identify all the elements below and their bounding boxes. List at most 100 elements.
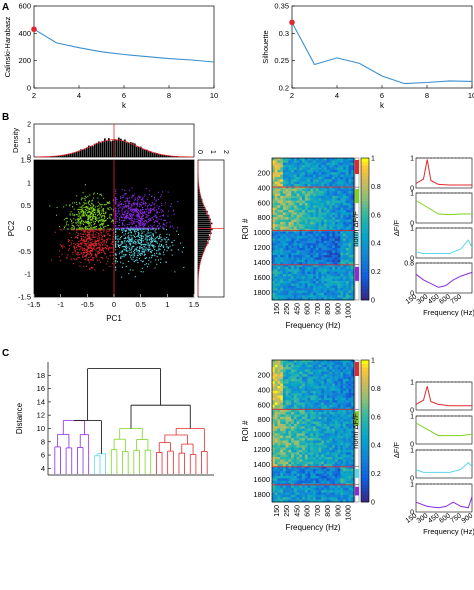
heatmap-cell	[313, 250, 317, 253]
heatmap-cell	[348, 191, 352, 194]
scatter-point	[89, 250, 91, 252]
heatmap-cell	[280, 378, 284, 382]
heatmap-cell	[313, 383, 317, 387]
heatmap-cell	[293, 362, 297, 366]
scatter-point	[126, 212, 128, 214]
scatter-point	[129, 226, 131, 228]
scatter-point	[80, 228, 82, 230]
scatter-point	[128, 235, 130, 237]
scatter-point	[135, 228, 137, 230]
heatmap-cell	[302, 378, 306, 382]
heatmap-cell	[334, 233, 338, 237]
heatmap-cell	[329, 176, 333, 180]
scatter-point	[115, 257, 117, 259]
heatmap-cell	[334, 276, 338, 279]
heatmap-cell	[299, 172, 303, 175]
scatter-point	[92, 216, 94, 218]
scatter-point	[112, 250, 114, 252]
heatmap-cell	[351, 252, 355, 256]
scatter-point	[108, 246, 110, 248]
heatmap-cell	[315, 210, 319, 213]
heatmap-cell	[285, 186, 289, 190]
heatmap-cell	[343, 195, 347, 199]
heatmap-cell	[345, 362, 349, 366]
heatmap-cell	[291, 226, 295, 230]
heatmap-cell	[329, 362, 333, 366]
scatter-point	[94, 226, 96, 228]
scatter-point	[137, 230, 139, 232]
scatter-point	[121, 255, 123, 257]
profile-line	[415, 239, 473, 254]
heatmap-cell	[304, 362, 308, 366]
scatter-point	[133, 234, 135, 236]
heatmap-cell	[345, 233, 349, 237]
scatter-point	[132, 195, 134, 197]
scatter-point	[158, 223, 160, 225]
heatmap-cell	[323, 259, 327, 263]
heatmap-cell	[307, 188, 311, 192]
heatmap-cell	[274, 174, 278, 178]
heatmap-cell	[274, 252, 278, 256]
heatmap-cell	[345, 162, 349, 166]
scatter-point	[111, 229, 113, 231]
scatter-point	[161, 205, 163, 207]
heatmap-cell	[277, 158, 281, 161]
scatter-point	[140, 271, 142, 273]
top-histogram-bar	[90, 146, 92, 157]
heatmap-cell	[351, 376, 355, 380]
scatter-point	[100, 256, 102, 258]
heatmap-cell	[343, 245, 347, 249]
heatmap-cell	[293, 176, 297, 180]
heatmap-cell	[285, 262, 289, 265]
heatmap-cell	[323, 212, 327, 216]
scatter-point	[103, 242, 105, 244]
scatter-point	[82, 236, 84, 238]
heatmap-cell	[334, 288, 338, 291]
scatter-point	[77, 217, 79, 219]
scatter-point	[128, 238, 130, 240]
heatmap-cell	[326, 240, 330, 244]
scatter-point	[148, 212, 150, 214]
scatter-point	[91, 248, 93, 250]
heatmap-cell	[348, 271, 352, 275]
heatmap-cell	[313, 295, 317, 298]
scatter-point	[86, 235, 88, 237]
scatter-point	[133, 226, 135, 228]
y-tick-label: -0.5	[18, 247, 31, 256]
heatmap-cell	[280, 369, 284, 373]
heatmap-cell	[291, 269, 295, 272]
heatmap-cell	[323, 288, 327, 291]
heatmap-cell	[343, 172, 347, 175]
heatmap-cell	[345, 158, 349, 161]
heatmap-cell	[288, 297, 292, 301]
scatter-point	[140, 217, 142, 219]
y-axis-label: ΔF/F	[392, 219, 401, 236]
scatter-point	[76, 224, 78, 226]
heatmap-cell	[282, 393, 286, 396]
heatmap-cell	[345, 285, 349, 289]
scatter-point	[125, 215, 127, 217]
scatter-point	[136, 218, 138, 220]
heatmap-cell	[318, 245, 322, 249]
scatter-point	[151, 257, 153, 259]
heatmap-cell	[329, 369, 333, 373]
scatter-point	[124, 255, 126, 257]
scatter-point	[148, 239, 150, 241]
heatmap-cell	[323, 369, 327, 373]
heatmap-cell	[348, 269, 352, 272]
heatmap-cell	[274, 259, 278, 263]
highlight-point	[31, 26, 37, 33]
scatter-point	[58, 226, 60, 228]
scatter-point	[156, 263, 158, 265]
scatter-point	[84, 232, 86, 234]
heatmap-cell	[272, 369, 276, 373]
scatter-point	[137, 214, 139, 216]
scatter-point	[131, 216, 133, 218]
heatmap-cell	[332, 214, 336, 218]
heatmap-cell	[280, 176, 284, 180]
heatmap-cell	[343, 243, 347, 246]
scatter-point	[99, 203, 101, 205]
heatmap-cell	[272, 264, 276, 268]
heatmap-cell	[343, 288, 347, 291]
heatmap-cell	[345, 221, 349, 225]
